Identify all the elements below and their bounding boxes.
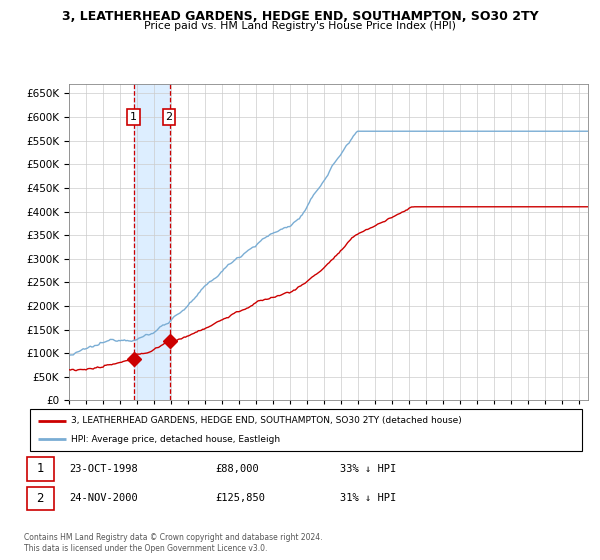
Text: 1: 1 [37,463,44,475]
Text: HPI: Average price, detached house, Eastleigh: HPI: Average price, detached house, East… [71,435,281,444]
Bar [134,84,170,400]
Text: Contains HM Land Registry data © Crown copyright and database right 2024.
This d: Contains HM Land Registry data © Crown c… [24,533,323,553]
Text: Price paid vs. HM Land Registry's House Price Index (HPI): Price paid vs. HM Land Registry's House … [144,21,456,31]
Text: 1: 1 [130,112,137,122]
Text: 24-NOV-2000: 24-NOV-2000 [69,493,138,503]
Text: £88,000: £88,000 [216,464,260,474]
Text: 2: 2 [166,112,173,122]
Text: 2: 2 [37,492,44,505]
Text: 23-OCT-1998: 23-OCT-1998 [69,464,138,474]
Text: £125,850: £125,850 [216,493,266,503]
FancyBboxPatch shape [30,409,582,451]
FancyBboxPatch shape [27,487,54,510]
Text: 3, LEATHERHEAD GARDENS, HEDGE END, SOUTHAMPTON, SO30 2TY (detached house): 3, LEATHERHEAD GARDENS, HEDGE END, SOUTH… [71,416,462,425]
Text: 3, LEATHERHEAD GARDENS, HEDGE END, SOUTHAMPTON, SO30 2TY: 3, LEATHERHEAD GARDENS, HEDGE END, SOUTH… [62,10,538,23]
Text: 33% ↓ HPI: 33% ↓ HPI [340,464,396,474]
FancyBboxPatch shape [27,457,54,480]
Text: 31% ↓ HPI: 31% ↓ HPI [340,493,396,503]
